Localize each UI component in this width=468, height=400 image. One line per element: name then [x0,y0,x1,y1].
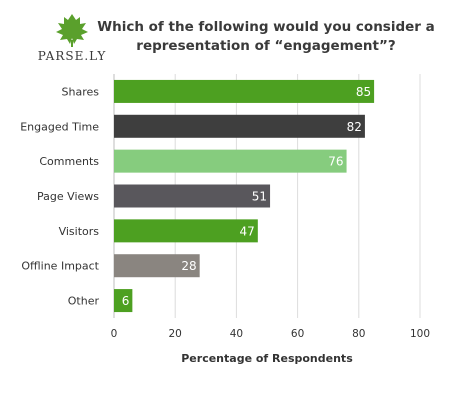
x-tick-label: 0 [111,328,118,340]
category-labels: Shares Engaged Time Comments Page Views Visi… [20,85,99,307]
bar [114,149,347,173]
category-label: Visitors [59,225,100,238]
category-label: Page Views [37,190,99,203]
bars [114,79,375,313]
category-label: Engaged Time [20,120,99,133]
value-label: 82 [347,120,362,134]
value-label: 47 [240,224,255,238]
chart-title-line-2: representation of “engagement”? [136,38,395,54]
category-label: Other [68,295,100,308]
x-tick-label: 100 [410,328,430,340]
logo: PARSE.LY [38,14,107,63]
value-label: 76 [328,155,343,169]
value-label: 85 [356,85,371,99]
chart-title-line-1: Which of the following would you conside… [97,19,435,35]
x-tick-label: 20 [169,328,182,340]
x-axis-ticks: 0 20 40 60 80 100 [111,328,430,340]
x-tick-label: 80 [352,328,365,340]
category-label: Offline Impact [21,260,99,273]
value-labels: 85 82 76 51 47 28 6 [122,85,371,308]
bar [114,289,133,313]
value-label: 51 [252,190,267,204]
x-tick-label: 40 [230,328,243,340]
bar [114,254,200,278]
chart-title: Which of the following would you conside… [97,19,435,54]
bar [114,184,271,208]
parsley-leaf-icon [56,14,88,47]
x-tick-label: 60 [291,328,304,340]
category-label: Shares [62,85,100,98]
bar [114,79,375,103]
bar [114,219,258,243]
logo-text: PARSE.LY [38,49,107,63]
value-label: 28 [181,259,196,273]
x-axis-title: Percentage of Respondents [181,352,353,365]
category-label: Comments [39,155,99,168]
value-label: 6 [122,294,130,308]
bar [114,114,365,138]
